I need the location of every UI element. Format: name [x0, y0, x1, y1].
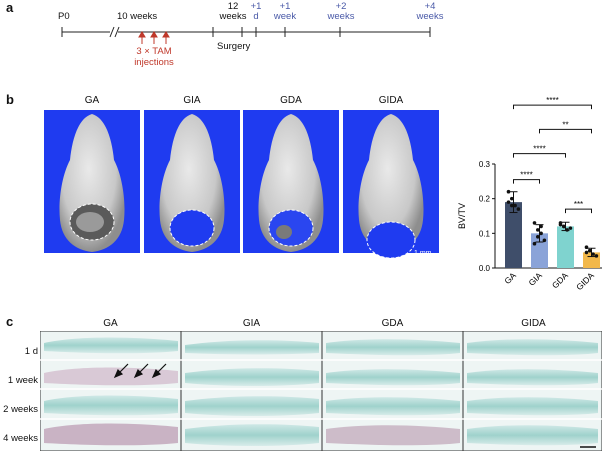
histo-row-label-2w: 2 weeks [3, 404, 38, 415]
skull-title-gia: GIA [183, 95, 201, 106]
data-point [510, 203, 514, 208]
ga-1week-arrows [113, 363, 167, 379]
histo-title-gida: GIDA [521, 318, 546, 329]
tam-injection-label: 3 × TAM injections [134, 46, 174, 68]
data-point [568, 226, 573, 230]
skull-title-gda: GDA [280, 95, 302, 106]
timeline-label-plus1w: +1 week [273, 1, 297, 22]
significance-label: *** [574, 200, 583, 209]
surgery-label: Surgery [217, 41, 251, 52]
x-tick-label: GIDA [574, 270, 596, 292]
significance-label: **** [546, 96, 558, 105]
data-point [594, 254, 599, 258]
timeline-label-p0: P0 [58, 11, 70, 22]
histo-title-gia: GIA [242, 318, 261, 329]
data-point [536, 235, 540, 239]
x-tick-label: GDA [550, 270, 570, 290]
bar-ga [505, 202, 522, 268]
timeline-label-plus4w: +4 weeks [416, 1, 444, 22]
timeline-label-plus1d: +1 d [250, 1, 262, 22]
histo-row-label-1d: 1 d [24, 346, 38, 357]
skull-ga [44, 110, 140, 253]
timeline-label-plus2w: +2 weeks [327, 1, 355, 22]
y-tick-label: 0.3 [479, 160, 491, 169]
data-point [542, 238, 547, 243]
significance-bracket [539, 128, 592, 134]
x-tick-label: GIA [526, 270, 544, 288]
timeline-label-12-weeks: 12 weeks [219, 1, 247, 22]
data-point [591, 252, 595, 256]
significance-bracket [513, 153, 566, 158]
y-tick-label: 0.2 [479, 195, 491, 204]
data-point [536, 228, 540, 232]
data-point [506, 189, 511, 194]
scale-bar-label: 1 mm [414, 250, 432, 257]
significance-label: **** [520, 171, 532, 180]
histo-title-ga: GA [103, 318, 118, 329]
data-point [584, 250, 589, 255]
x-tick-label: GA [502, 270, 518, 286]
skull-images [44, 110, 439, 259]
significance-label: **** [533, 145, 545, 154]
panel-label-a: a [6, 0, 14, 15]
data-point [539, 224, 543, 229]
data-point [506, 200, 511, 204]
bar-gda [557, 226, 574, 268]
tam-arrows [138, 31, 170, 44]
significance-bracket [513, 179, 540, 184]
timeline [61, 26, 431, 44]
skull-gia [144, 110, 240, 253]
data-point [532, 241, 537, 246]
significance-bracket [565, 208, 592, 214]
skull-title-ga: GA [84, 95, 100, 106]
y-tick-label: 0.0 [479, 264, 491, 273]
significance-bracket [513, 104, 592, 110]
y-axis-label: BV/TV [457, 203, 467, 229]
data-point [588, 248, 592, 253]
histo-row-label-4w: 4 weeks [3, 433, 38, 444]
y-tick-label: 0.1 [479, 229, 491, 238]
data-point [510, 196, 514, 201]
skull-gida [343, 110, 439, 259]
bar-gia [531, 233, 548, 268]
data-point [565, 228, 569, 232]
skull-gda [243, 110, 339, 253]
data-point [539, 231, 543, 236]
data-point [558, 222, 563, 227]
data-point [516, 207, 521, 211]
histo-row-label-1w: 1 week [7, 375, 38, 386]
significance-label: ** [562, 120, 568, 129]
data-point [584, 245, 589, 249]
panel-label-c: c [6, 314, 14, 329]
histology-grid [40, 331, 602, 451]
data-point [513, 203, 517, 208]
timeline-label-10-weeks: 10 weeks [117, 11, 158, 22]
data-point [532, 221, 537, 225]
axis-break [109, 26, 115, 38]
histo-title-gda: GDA [381, 318, 404, 329]
panel-label-b: b [6, 92, 14, 107]
skull-title-gida: GIDA [378, 95, 404, 106]
data-point [562, 224, 566, 229]
